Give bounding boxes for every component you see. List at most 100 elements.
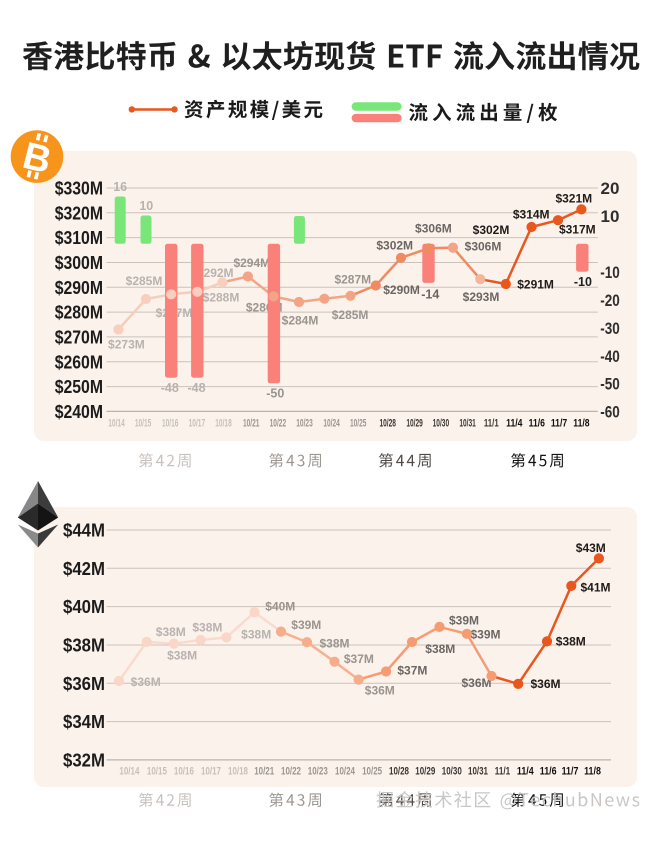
svg-text:$320M: $320M	[55, 202, 103, 223]
svg-text:$292M: $292M	[197, 266, 234, 280]
svg-text:10/14: 10/14	[108, 418, 125, 430]
svg-text:10/22: 10/22	[270, 418, 287, 430]
svg-text:10/25: 10/25	[350, 418, 367, 430]
svg-text:11/1: 11/1	[495, 766, 511, 778]
svg-text:$38M: $38M	[319, 637, 349, 651]
svg-text:10/28: 10/28	[389, 766, 409, 778]
svg-text:$37M: $37M	[397, 664, 427, 678]
svg-text:$300M: $300M	[55, 252, 103, 273]
svg-text:10/29: 10/29	[415, 766, 435, 778]
svg-text:-48: -48	[161, 381, 179, 395]
svg-text:$39M: $39M	[470, 628, 500, 642]
svg-text:11/4: 11/4	[517, 766, 535, 778]
svg-text:10/16: 10/16	[162, 418, 179, 430]
svg-text:$310M: $310M	[55, 227, 103, 248]
svg-text:-40: -40	[600, 347, 620, 366]
svg-text:-20: -20	[600, 291, 620, 310]
svg-text:10/29: 10/29	[406, 418, 423, 430]
svg-text:$38M: $38M	[192, 620, 222, 634]
svg-text:11/7: 11/7	[551, 418, 567, 430]
svg-text:$302M: $302M	[376, 239, 413, 253]
svg-text:-30: -30	[600, 319, 620, 338]
svg-text:$250M: $250M	[55, 376, 103, 397]
svg-text:$293M: $293M	[463, 290, 500, 304]
svg-text:$285M: $285M	[332, 308, 369, 322]
svg-text:$280M: $280M	[55, 302, 103, 323]
svg-text:10/18: 10/18	[228, 766, 248, 778]
svg-text:$39M: $39M	[449, 614, 479, 628]
svg-text:-10: -10	[574, 275, 592, 289]
svg-text:10: 10	[601, 207, 620, 226]
svg-text:11/7: 11/7	[562, 766, 579, 778]
svg-text:$38M: $38M	[556, 635, 586, 649]
svg-text:$285M: $285M	[126, 274, 163, 288]
svg-text:16: 16	[113, 180, 127, 194]
svg-text:$40M: $40M	[265, 600, 295, 614]
svg-text:$330M: $330M	[55, 178, 103, 199]
svg-text:-50: -50	[600, 375, 620, 394]
svg-text:10/17: 10/17	[201, 766, 221, 778]
svg-text:$38M: $38M	[63, 635, 105, 656]
svg-text:-10: -10	[600, 263, 620, 282]
svg-text:10/18: 10/18	[215, 418, 232, 430]
svg-text:-14: -14	[421, 288, 439, 302]
svg-text:$306M: $306M	[465, 239, 502, 253]
svg-text:10/15: 10/15	[147, 766, 167, 778]
svg-text:11/1: 11/1	[484, 418, 499, 430]
svg-text:10/23: 10/23	[308, 766, 328, 778]
svg-text:$36M: $36M	[63, 673, 105, 694]
svg-text:$38M: $38M	[156, 625, 186, 639]
svg-text:10: 10	[139, 199, 153, 213]
svg-text:$38M: $38M	[241, 628, 271, 642]
svg-text:$39M: $39M	[291, 618, 321, 632]
svg-text:10/30: 10/30	[433, 418, 450, 430]
svg-text:10/31: 10/31	[459, 418, 476, 430]
svg-text:$38M: $38M	[425, 642, 455, 656]
svg-text:$41M: $41M	[580, 581, 610, 595]
svg-text:$260M: $260M	[55, 351, 103, 372]
svg-text:$294M: $294M	[233, 256, 270, 270]
svg-text:$37M: $37M	[344, 652, 374, 666]
svg-text:$290M: $290M	[383, 283, 420, 297]
svg-text:20: 20	[601, 179, 620, 198]
svg-text:$270M: $270M	[55, 327, 103, 348]
svg-text:$321M: $321M	[555, 192, 592, 206]
svg-text:$314M: $314M	[513, 208, 550, 222]
svg-text:$317M: $317M	[559, 223, 596, 237]
svg-text:$32M: $32M	[63, 750, 105, 771]
svg-text:10/30: 10/30	[442, 766, 462, 778]
svg-text:$38M: $38M	[167, 648, 197, 662]
svg-text:$34M: $34M	[63, 711, 105, 732]
svg-text:$291M: $291M	[517, 277, 554, 291]
svg-text:10/24: 10/24	[335, 766, 356, 778]
svg-text:$302M: $302M	[473, 223, 510, 237]
svg-text:11/6: 11/6	[529, 418, 545, 430]
svg-text:10/28: 10/28	[379, 418, 396, 430]
svg-text:-48: -48	[187, 381, 205, 395]
svg-text:11/8: 11/8	[584, 766, 601, 778]
svg-text:$290M: $290M	[55, 277, 103, 298]
svg-text:$42M: $42M	[63, 558, 105, 579]
svg-text:10/24: 10/24	[323, 418, 340, 430]
svg-text:$36M: $36M	[365, 684, 395, 698]
svg-text:10/22: 10/22	[281, 766, 301, 778]
svg-text:$284M: $284M	[282, 314, 319, 328]
svg-text:10/31: 10/31	[468, 766, 488, 778]
svg-text:$36M: $36M	[461, 676, 491, 690]
svg-text:$36M: $36M	[131, 675, 161, 689]
svg-text:-60: -60	[600, 403, 620, 422]
svg-text:11/6: 11/6	[540, 766, 557, 778]
svg-text:$287M: $287M	[334, 273, 371, 287]
svg-text:$240M: $240M	[55, 401, 103, 422]
svg-text:$44M: $44M	[63, 520, 105, 541]
svg-text:-50: -50	[266, 386, 284, 400]
svg-text:$273M: $273M	[108, 338, 145, 352]
svg-text:10/21: 10/21	[254, 766, 274, 778]
svg-text:10/16: 10/16	[174, 766, 194, 778]
svg-text:11/8: 11/8	[573, 418, 589, 430]
svg-text:$306M: $306M	[415, 221, 452, 235]
svg-text:10/21: 10/21	[243, 418, 260, 430]
svg-text:10/14: 10/14	[119, 766, 140, 778]
svg-text:10/17: 10/17	[189, 418, 206, 430]
svg-text:11/4: 11/4	[506, 418, 523, 430]
